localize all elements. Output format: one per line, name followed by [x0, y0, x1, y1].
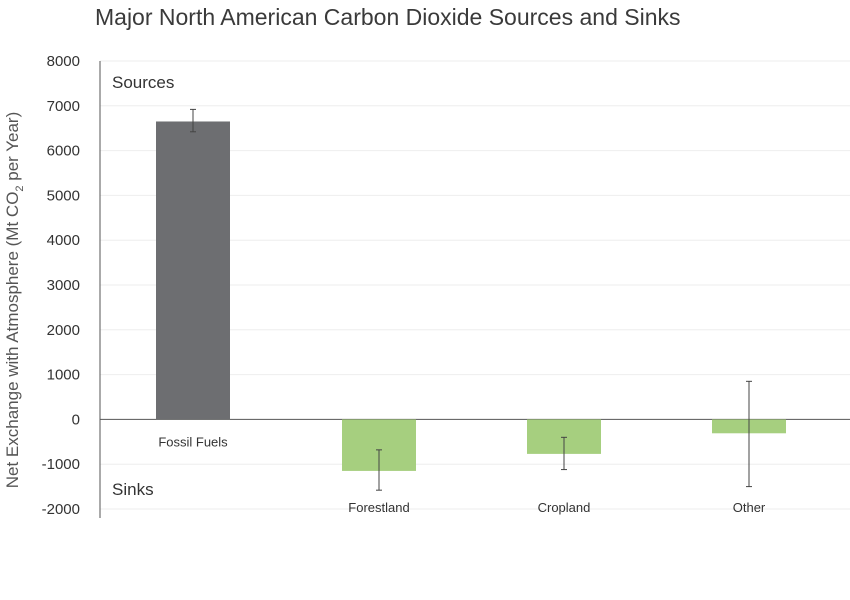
- y-tick-label: 1000: [47, 367, 80, 384]
- y-tick-labels: 8000 7000 6000 5000 4000 3000 2000 1000 0 -1000 -2…: [42, 53, 80, 518]
- category-label: Forestland: [348, 500, 409, 515]
- y-tick-label: 6000: [47, 143, 80, 160]
- y-tick-label: 3000: [47, 277, 80, 294]
- bars: [156, 121, 786, 471]
- y-axis-label-subscript: 2: [14, 185, 26, 191]
- y-axis-label: Net Exchange with Atmosphere (Mt CO2 per…: [3, 112, 26, 489]
- y-tick-label: 7000: [47, 98, 80, 115]
- y-tick-label: -1000: [42, 456, 80, 473]
- chart-title: Major North American Carbon Dioxide Sour…: [95, 4, 681, 30]
- category-label: Fossil Fuels: [158, 434, 228, 449]
- y-tick-label: 5000: [47, 187, 80, 204]
- category-labels: Fossil Fuels Forestland Cropland Other: [158, 434, 766, 515]
- sinks-annotation: Sinks: [112, 480, 154, 499]
- bar-fossil-fuels: [156, 121, 230, 420]
- sources-annotation: Sources: [112, 73, 174, 92]
- y-axis-label-main: Net Exchange with Atmosphere (Mt CO: [3, 192, 22, 489]
- category-label: Cropland: [538, 500, 591, 515]
- y-tick-label: -2000: [42, 501, 80, 518]
- y-tick-label: 8000: [47, 53, 80, 70]
- y-axis-label-suffix: per Year): [3, 112, 22, 186]
- y-tick-label: 4000: [47, 232, 80, 249]
- y-tick-label: 0: [72, 411, 80, 428]
- category-label: Other: [733, 500, 766, 515]
- y-tick-label: 2000: [47, 322, 80, 339]
- error-bars: [190, 108, 752, 491]
